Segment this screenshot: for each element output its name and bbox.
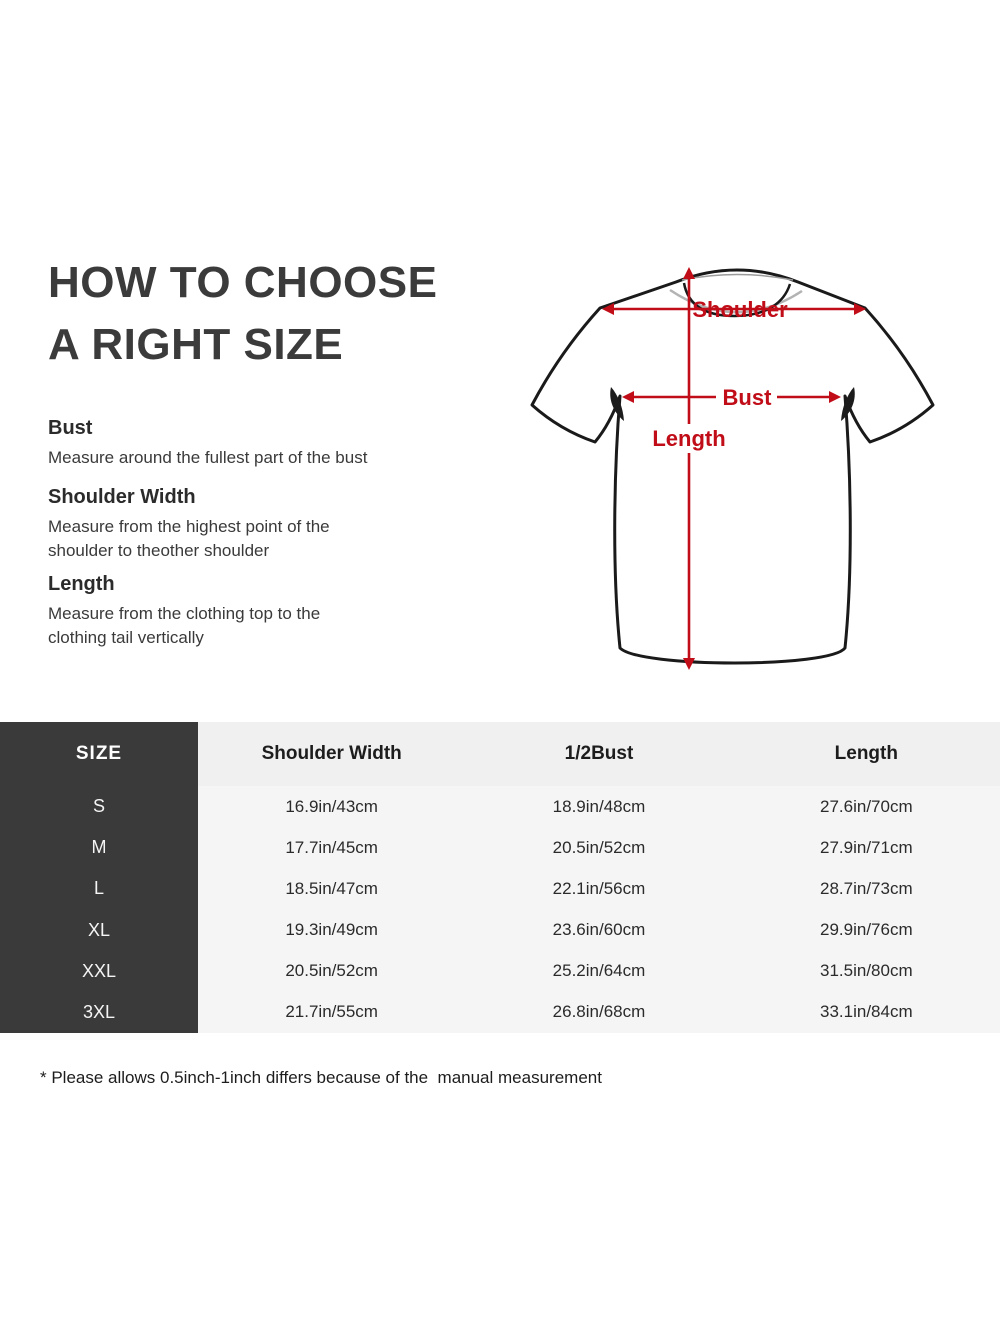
page-title: HOW TO CHOOSE A RIGHT SIZE [48, 252, 437, 376]
table-cell: 18.9in/48cm [465, 786, 733, 828]
guide-section-length: Length Measure from the clothing top to … [48, 571, 478, 650]
guide-heading-shoulder-width: Shoulder Width [48, 486, 196, 508]
table-cell: 29.9in/76cm [732, 909, 1000, 951]
table-cell: 26.8in/68cm [465, 991, 733, 1033]
column-header-length: Length [732, 722, 1000, 786]
table-cell: 17.7in/45cm [198, 827, 466, 869]
size-row-label: L [0, 868, 198, 910]
table-cell: 20.5in/52cm [198, 950, 466, 992]
shoulder-measure-arrow [602, 303, 866, 315]
table-cell: 28.7in/73cm [732, 868, 1000, 910]
guide-section-shoulder-width: Shoulder Width Measure from the highest … [48, 484, 478, 563]
table-cell: 20.5in/52cm [465, 827, 733, 869]
page-title-line2: A RIGHT SIZE [48, 320, 344, 369]
column-header-size: SIZE [0, 722, 198, 786]
guide-heading-length: Length [48, 573, 115, 595]
guide-heading-bust: Bust [48, 417, 93, 439]
size-row-label: M [0, 827, 198, 869]
length-measure-arrow [683, 267, 695, 670]
left-armpit-shadow [610, 387, 624, 421]
guide-text-shoulder-width-line1: Measure from the highest point of the [48, 517, 330, 536]
table-cell: 16.9in/43cm [198, 786, 466, 828]
collar-shadow-arc [669, 288, 803, 314]
guide-text-bust: Measure around the fullest part of the b… [48, 448, 368, 467]
guide-section-bust: Bust Measure around the fullest part of … [48, 415, 478, 470]
size-chart-table: SIZE Shoulder Width 1/2Bust Length S 16.… [0, 722, 1000, 1033]
tshirt-outline [530, 268, 935, 665]
shoulder-measure-label: Shoulder [692, 297, 788, 322]
table-cell: 21.7in/55cm [198, 991, 466, 1033]
length-measure-label: Length [652, 426, 725, 451]
measurement-disclaimer: * Please allows 0.5inch-1inch differs be… [40, 1068, 602, 1087]
table-cell: 19.3in/49cm [198, 909, 466, 951]
size-row-label: S [0, 786, 198, 828]
guide-text-length-line1: Measure from the clothing top to the [48, 604, 321, 623]
table-cell: 33.1in/84cm [732, 991, 1000, 1033]
table-cell: 23.6in/60cm [465, 909, 733, 951]
right-armpit-shadow [841, 387, 855, 421]
size-row-label: XXL [0, 950, 198, 992]
bust-measure-arrow [622, 391, 841, 403]
column-header-half-bust: 1/2Bust [465, 722, 733, 786]
guide-text-length-line2: clothing tail vertically [48, 628, 204, 647]
table-cell: 31.5in/80cm [732, 950, 1000, 992]
size-row-label: XL [0, 909, 198, 951]
page-title-line1: HOW TO CHOOSE [48, 258, 438, 307]
column-header-shoulder-width: Shoulder Width [198, 722, 466, 786]
table-cell: 25.2in/64cm [465, 950, 733, 992]
table-cell: 27.6in/70cm [732, 786, 1000, 828]
collar-neckline [682, 282, 792, 318]
tshirt-measurement-diagram: Shoulder Bust Length [530, 267, 935, 670]
table-cell: 22.1in/56cm [465, 868, 733, 910]
bust-measure-label: Bust [723, 385, 773, 410]
table-cell: 18.5in/47cm [198, 868, 466, 910]
guide-text-shoulder-width-line2: shoulder to theother shoulder [48, 541, 270, 560]
size-row-label: 3XL [0, 991, 198, 1033]
table-cell: 27.9in/71cm [732, 827, 1000, 869]
